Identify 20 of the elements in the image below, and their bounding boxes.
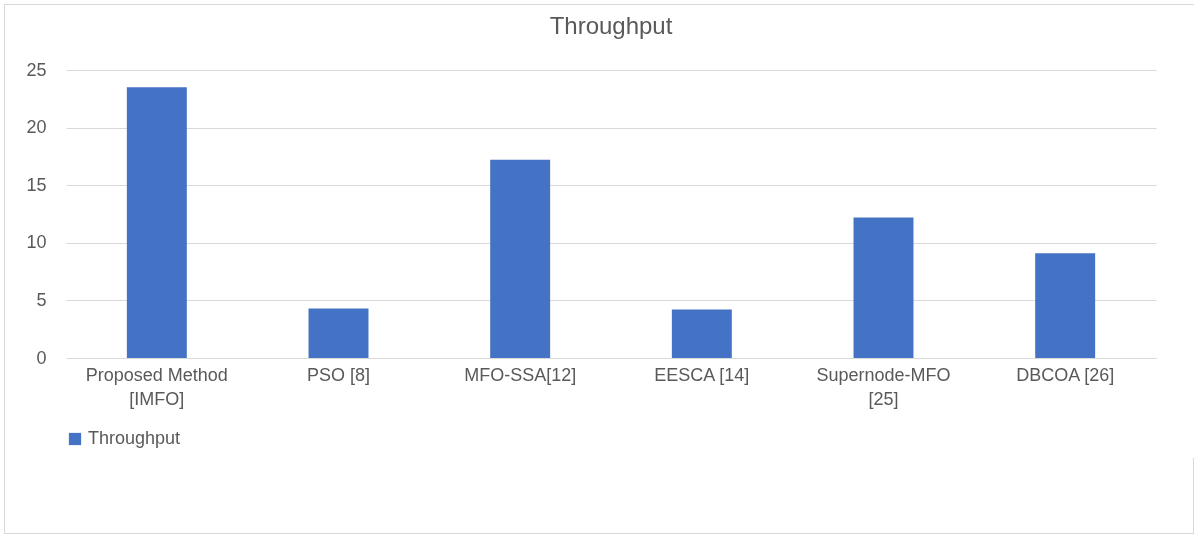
x-tick-label: DBCOA [26] [1016,364,1115,385]
chart-title: Throughput [549,12,673,39]
y-tick-label: 0 [36,347,47,368]
bar [126,87,187,358]
y-tick-label: 5 [36,289,47,310]
x-tick-label: PSO [8] [306,364,371,385]
legend-label: Throughput [88,428,181,448]
x-tick-label: EESCA [14] [654,364,750,385]
bar [853,217,914,358]
bar [671,309,732,358]
y-tick-label: 25 [26,59,47,80]
bar [1035,253,1096,358]
y-tick-label: 20 [26,117,47,138]
x-tick-label: Supernode-MFO [25] [816,364,951,409]
x-tick-label: Proposed Method [IMFO] [85,364,228,409]
x-tick-label: MFO-SSA[12] [464,364,577,385]
bar [490,159,551,358]
y-tick-label: 10 [26,232,47,253]
y-tick-label: 15 [26,174,47,195]
bar [308,308,369,358]
